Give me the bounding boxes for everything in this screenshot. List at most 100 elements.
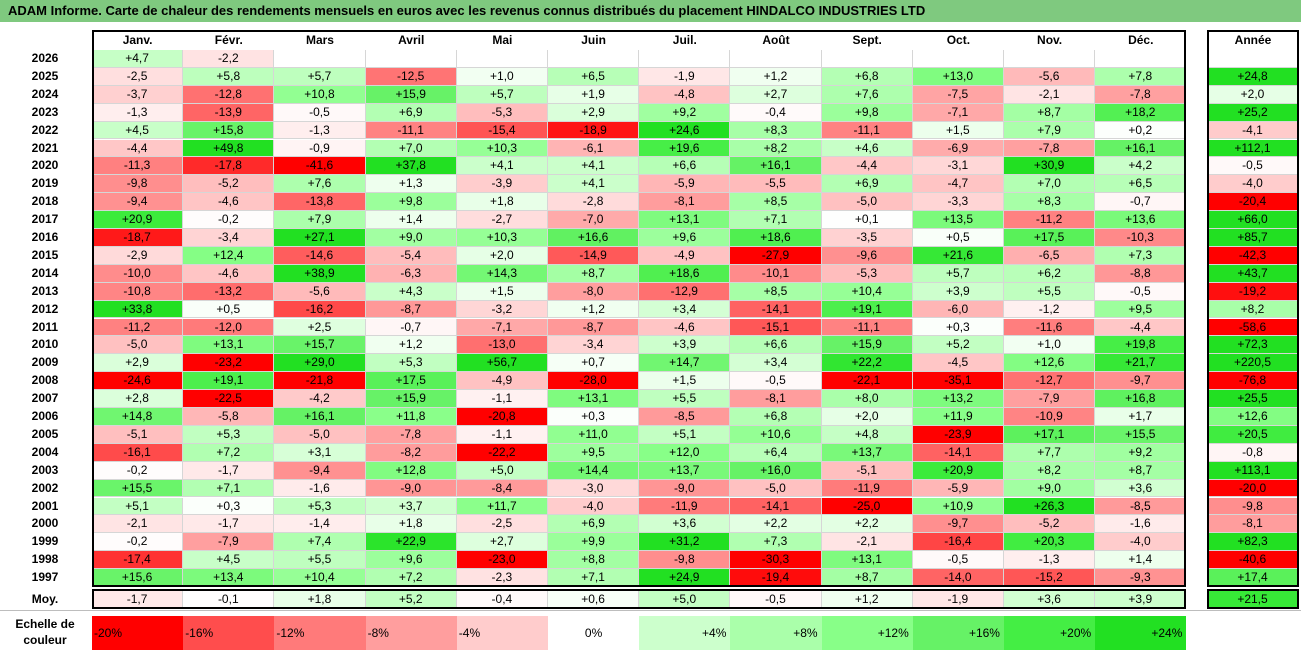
heatmap-cell: +5,3 (183, 425, 275, 444)
heatmap-cell: -14,1 (730, 497, 822, 516)
heatmap-cell: -30,3 (730, 551, 822, 570)
annual-cell (1207, 50, 1299, 68)
heatmap-cell: -9,0 (639, 479, 731, 498)
heatmap-cell: +11,9 (912, 408, 1004, 426)
heatmap-cell: +37,8 (365, 157, 457, 176)
heatmap-cell: +6,2 (1004, 264, 1096, 283)
color-scale-swatch: +24% (1095, 616, 1187, 650)
heatmap-cell: +7,0 (1004, 175, 1096, 194)
heatmap-cell: +13,6 (1095, 211, 1187, 229)
heatmap-cell: -7,8 (365, 425, 457, 444)
year-label: 2003 (31, 462, 59, 477)
annual-average-cell: +21,5 (1207, 589, 1299, 609)
heatmap-cell: +16,0 (730, 461, 822, 480)
heatmap-cell: +4,3 (365, 282, 457, 301)
heatmap-cell: +7,7 (1004, 443, 1096, 462)
heatmap-cell: +7,1 (730, 211, 822, 229)
heatmap-cell: -5,2 (183, 175, 275, 194)
month-header: Juin (581, 33, 606, 47)
average-cell: -1,9 (912, 589, 1004, 609)
heatmap-cell: -11,2 (92, 318, 184, 337)
heatmap-cell: +2,7 (456, 533, 548, 552)
heatmap-cell: -13,2 (183, 282, 275, 301)
heatmap-cell: +38,9 (274, 264, 366, 283)
heatmap-cell: +56,7 (456, 354, 548, 373)
year-label: 2008 (31, 373, 59, 388)
month-header: Janv. (122, 33, 153, 47)
heatmap-cell: +13,1 (183, 336, 275, 355)
heatmap-cell: -0,5 (912, 551, 1004, 570)
heatmap-cell: +6,9 (365, 103, 457, 122)
heatmap-cell: -0,2 (183, 211, 275, 229)
color-scale-label: Echelle de couleur (0, 616, 90, 650)
annual-cell: +112,1 (1207, 139, 1299, 158)
heatmap-cell (730, 50, 822, 68)
heatmap-cell: -14,0 (912, 569, 1004, 587)
heatmap-cell: -4,2 (274, 390, 366, 408)
heatmap-cell: -8,2 (365, 443, 457, 462)
heatmap-cell: +6,8 (730, 408, 822, 426)
heatmap-cell: +8,7 (821, 569, 913, 587)
annual-cell: -4,0 (1207, 175, 1299, 194)
year-label: 2005 (31, 426, 59, 441)
heatmap-cell: -14,9 (548, 246, 640, 265)
heatmap-cell: -0,5 (730, 372, 822, 391)
annual-cell: +20,5 (1207, 425, 1299, 444)
heatmap-cell: -5,3 (456, 103, 548, 122)
heatmap-cell (456, 50, 548, 68)
heatmap-cell: -14,6 (274, 246, 366, 265)
heatmap-cell: -8,0 (548, 282, 640, 301)
heatmap-cell: -8,4 (456, 479, 548, 498)
heatmap-cell: -14,1 (912, 443, 1004, 462)
heatmap-cell: +20,3 (1004, 533, 1096, 552)
heatmap-cell: -23,2 (183, 354, 275, 373)
heatmap-cell: +7,0 (365, 139, 457, 158)
heatmap-cell: +4,1 (548, 157, 640, 176)
heatmap-cell: +13,5 (912, 211, 1004, 229)
heatmap-cell: +8,7 (548, 264, 640, 283)
heatmap-cell: -12,7 (1004, 372, 1096, 391)
heatmap-cell: -9,7 (912, 515, 1004, 534)
heatmap-cell: -9,7 (1095, 372, 1187, 391)
heatmap-cell: -5,1 (821, 461, 913, 480)
heatmap-cell: -11,2 (1004, 211, 1096, 229)
year-label: 2019 (31, 176, 59, 191)
heatmap-cell: -0,7 (1095, 193, 1187, 212)
month-header: Nov. (1037, 33, 1063, 47)
heatmap-cell: -4,6 (639, 318, 731, 337)
heatmap-cell: -2,7 (456, 211, 548, 229)
year-label: 2000 (31, 516, 59, 531)
heatmap-cell: -9,0 (365, 479, 457, 498)
heatmap-cell: +8,0 (821, 390, 913, 408)
heatmap-cell: -4,0 (1095, 533, 1187, 552)
heatmap-cell: +21,6 (912, 246, 1004, 265)
heatmap-cell: -11,6 (1004, 318, 1096, 337)
heatmap-cell: -7,1 (456, 318, 548, 337)
heatmap-cell: -5,6 (1004, 67, 1096, 86)
heatmap-cell: -7,1 (912, 103, 1004, 122)
heatmap-cell: +33,8 (92, 300, 184, 319)
heatmap-cell: -11,1 (821, 318, 913, 337)
heatmap-cell: +24,6 (639, 121, 731, 140)
annual-cell: +24,8 (1207, 67, 1299, 86)
heatmap-cell: +14,8 (92, 408, 184, 426)
heatmap-cell: -25,0 (821, 497, 913, 516)
heatmap-cell: -5,8 (183, 408, 275, 426)
heatmap-cell: +22,2 (821, 354, 913, 373)
heatmap-cell: -11,3 (92, 157, 184, 176)
heatmap-cell: +11,0 (548, 425, 640, 444)
heatmap-cell: +3,4 (730, 354, 822, 373)
heatmap-cell: -2,5 (456, 515, 548, 534)
heatmap-cell: +9,6 (365, 551, 457, 570)
heatmap-cell: +21,7 (1095, 354, 1187, 373)
year-label: 2015 (31, 247, 59, 262)
heatmap-cell: -15,4 (456, 121, 548, 140)
heatmap-cell: +5,8 (183, 67, 275, 86)
heatmap-cell: -4,6 (183, 264, 275, 283)
heatmap-cell: +4,7 (92, 50, 184, 68)
color-scale-swatch: -8% (365, 616, 457, 650)
heatmap-cell: -7,8 (1004, 139, 1096, 158)
year-label: 1997 (31, 570, 59, 585)
heatmap-cell: +1,8 (365, 515, 457, 534)
heatmap-cell (548, 50, 640, 68)
